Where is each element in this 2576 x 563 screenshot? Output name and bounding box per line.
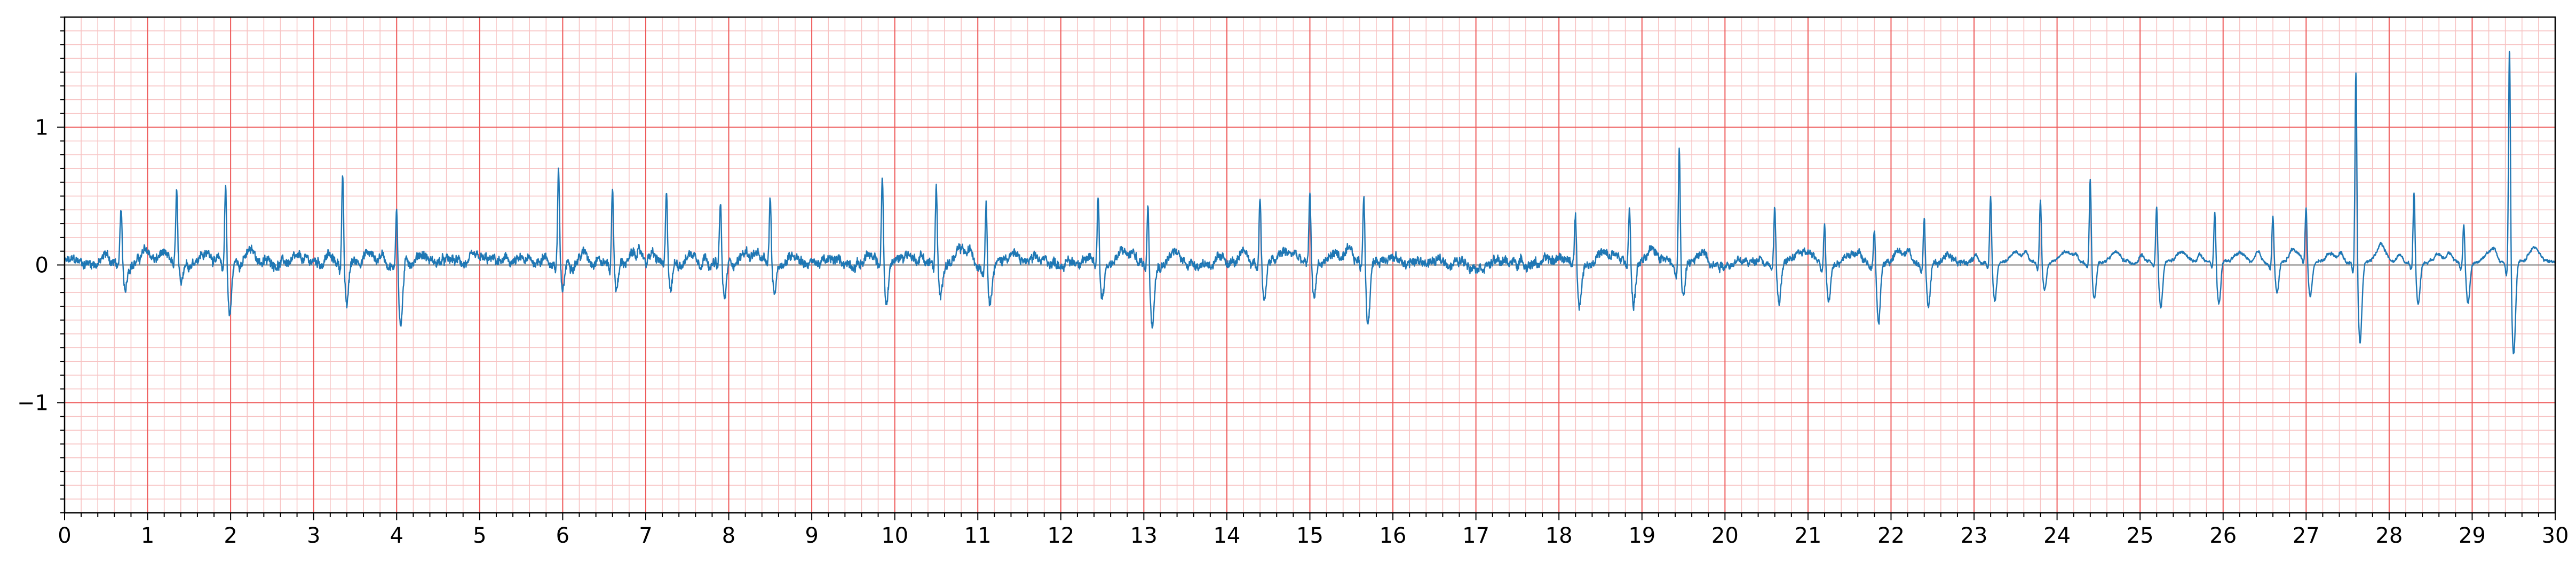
x-tick-label: 17 — [1462, 524, 1489, 548]
x-tick-label: 28 — [2375, 524, 2403, 548]
y-axis: −1 0 1 — [17, 17, 65, 513]
x-tick-label: 11 — [964, 524, 992, 548]
x-tick-label: 19 — [1628, 524, 1655, 548]
x-tick-label: 27 — [2293, 524, 2320, 548]
x-tick-label: 3 — [307, 524, 320, 548]
x-tick-label: 15 — [1296, 524, 1323, 548]
y-tick-label: 0 — [35, 253, 49, 278]
x-tick-label: 1 — [141, 524, 154, 548]
x-tick-label: 30 — [2542, 524, 2569, 548]
x-tick-label: 8 — [722, 524, 735, 548]
x-tick-label: 13 — [1130, 524, 1158, 548]
x-tick-label: 21 — [1794, 524, 1821, 548]
x-tick-label: 10 — [881, 524, 908, 548]
x-tick-label: 22 — [1877, 524, 1905, 548]
y-tick-label: 1 — [35, 115, 49, 140]
x-axis: 0 1 2 3 4 5 6 7 8 9 10 11 12 13 14 15 16 17 18 19 20 21 22 23 24… — [58, 513, 2569, 548]
x-tick-label: 7 — [639, 524, 652, 548]
x-tick-label: 9 — [805, 524, 818, 548]
x-tick-label: 4 — [390, 524, 403, 548]
x-tick-label: 0 — [58, 524, 71, 548]
x-tick-label: 29 — [2459, 524, 2486, 548]
x-tick-label: 20 — [1711, 524, 1739, 548]
x-tick-label: 12 — [1047, 524, 1074, 548]
x-tick-label: 23 — [1961, 524, 1988, 548]
x-tick-label: 5 — [473, 524, 486, 548]
x-tick-label: 16 — [1380, 524, 1407, 548]
x-tick-label: 26 — [2209, 524, 2237, 548]
y-tick-label: −1 — [17, 391, 49, 416]
ecg-series-line — [64, 51, 2556, 354]
x-tick-label: 24 — [2043, 524, 2071, 548]
x-tick-label: 14 — [1213, 524, 1240, 548]
x-tick-label: 2 — [224, 524, 237, 548]
x-tick-label: 18 — [1545, 524, 1573, 548]
x-tick-label: 6 — [556, 524, 569, 548]
x-tick-label: 25 — [2127, 524, 2154, 548]
